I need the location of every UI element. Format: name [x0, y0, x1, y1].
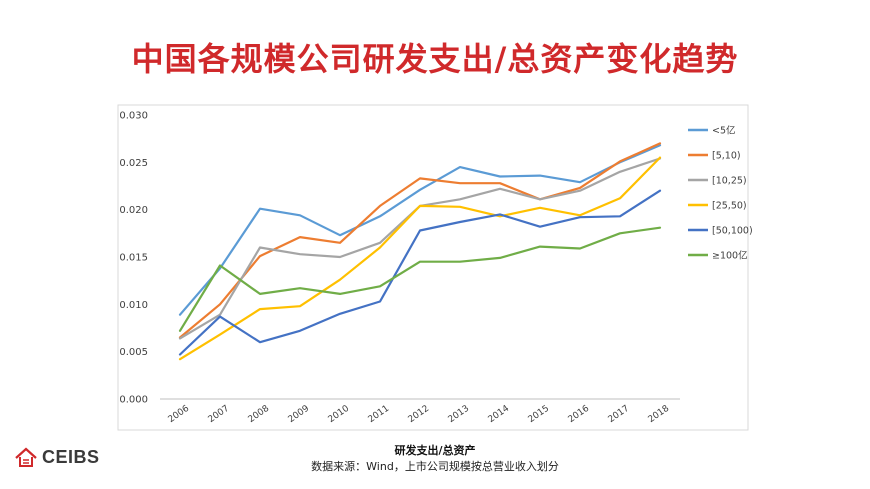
y-tick-label: 0.020 — [119, 205, 148, 216]
x-axis-label: 研发支出/总资产 — [394, 444, 476, 457]
y-tick-label: 0.015 — [119, 253, 148, 264]
y-tick-label: 0.025 — [119, 158, 148, 169]
legend: <5亿 [5,10) [10,25) [25,50) [50,100) ≥100亿 — [688, 125, 753, 262]
legend-label-2: [10,25) — [712, 176, 747, 187]
series-lines — [178, 142, 662, 361]
ceibs-emblem-icon — [15, 447, 37, 467]
chart-area — [117, 104, 749, 431]
legend-label-1: [5,10) — [712, 151, 741, 162]
legend-label-4: [50,100) — [712, 226, 753, 237]
page-title: 中国各规模公司研发支出/总资产变化趋势 — [131, 40, 739, 78]
y-tick-label: 0.005 — [119, 347, 148, 358]
y-tick-label: 0.000 — [119, 395, 148, 406]
legend-label-5: ≥100亿 — [712, 250, 748, 262]
series-line-3 — [178, 156, 662, 361]
series-line-1 — [178, 142, 662, 339]
logo-text: CEIBS — [42, 446, 100, 467]
y-tick-label: 0.030 — [119, 111, 148, 122]
series-line-0 — [178, 144, 662, 316]
y-tick-label: 0.010 — [119, 300, 148, 311]
series-line-5 — [178, 226, 662, 332]
source-note: 数据来源：Wind，上市公司规模按总营业收入划分 — [311, 460, 559, 473]
ceibs-logo: CEIBS — [14, 446, 100, 468]
y-axis-ticks: 0.000 0.005 0.010 0.015 0.020 0.025 0.030 — [119, 111, 148, 406]
legend-label-0: <5亿 — [712, 125, 736, 137]
legend-label-3: [25,50) — [712, 201, 747, 212]
series-line-4 — [178, 189, 662, 356]
